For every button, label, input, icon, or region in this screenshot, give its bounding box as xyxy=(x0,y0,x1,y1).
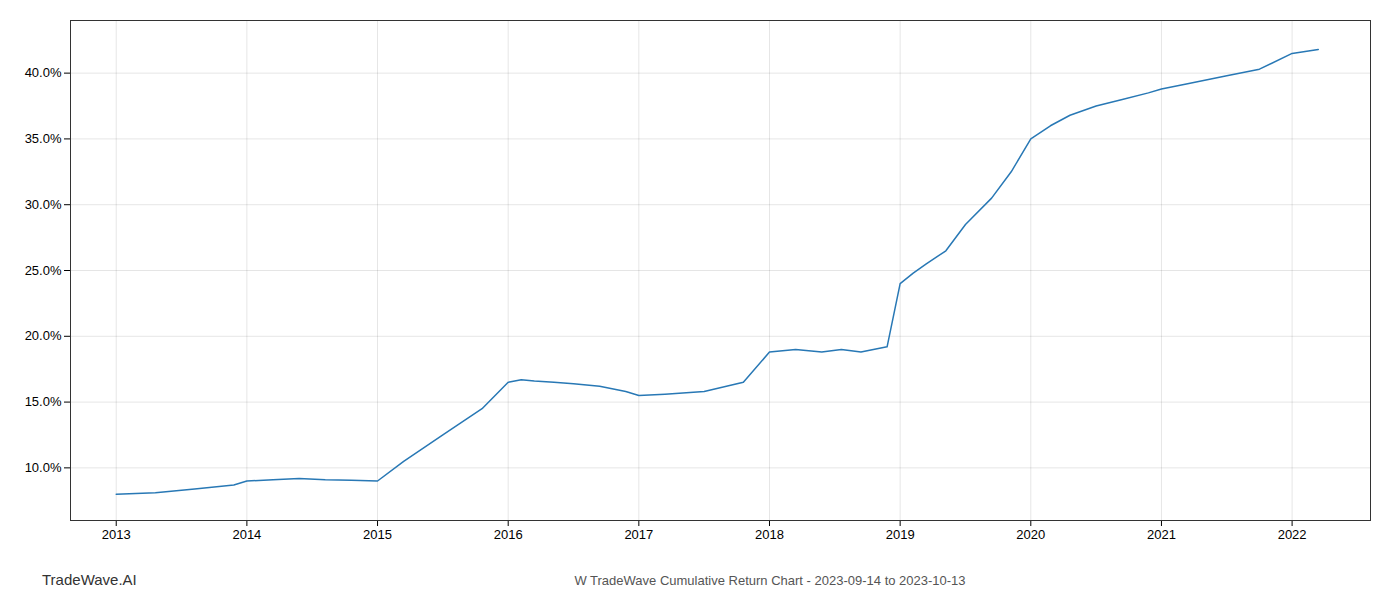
svg-text:2020: 2020 xyxy=(1016,527,1045,542)
svg-text:30.0%: 30.0% xyxy=(25,197,62,212)
svg-text:2017: 2017 xyxy=(624,527,653,542)
svg-text:25.0%: 25.0% xyxy=(25,263,62,278)
svg-text:2018: 2018 xyxy=(755,527,784,542)
svg-text:2022: 2022 xyxy=(1278,527,1307,542)
svg-text:2014: 2014 xyxy=(232,527,261,542)
svg-text:2016: 2016 xyxy=(494,527,523,542)
svg-text:2021: 2021 xyxy=(1147,527,1176,542)
svg-text:35.0%: 35.0% xyxy=(25,131,62,146)
html-text:TradeWave.AI: TradeWave.AI xyxy=(42,571,137,588)
svg-text:2015: 2015 xyxy=(363,527,392,542)
svg-text:40.0%: 40.0% xyxy=(25,65,62,80)
svg-text:10.0%: 10.0% xyxy=(25,460,62,475)
svg-text:2019: 2019 xyxy=(886,527,915,542)
svg-text:20.0%: 20.0% xyxy=(25,328,62,343)
html-text:W TradeWave Cumulative Return: W TradeWave Cumulative Return Chart - 20… xyxy=(574,573,966,588)
svg-text:2013: 2013 xyxy=(102,527,131,542)
svg-text:15.0%: 15.0% xyxy=(25,394,62,409)
